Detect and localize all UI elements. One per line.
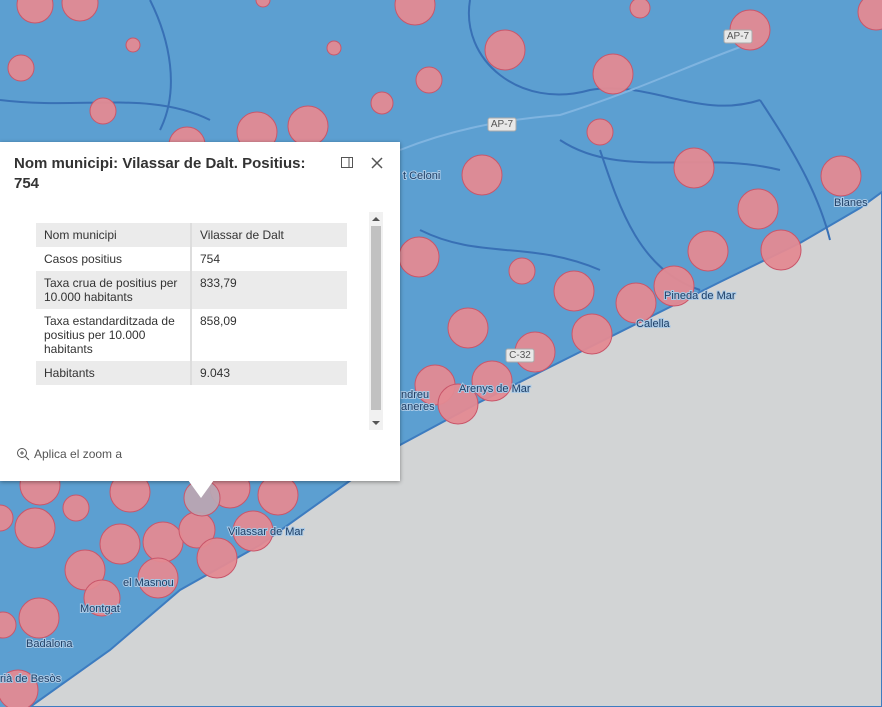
case-circle[interactable] bbox=[61, 0, 99, 22]
field-value: 858,09 bbox=[200, 314, 237, 328]
case-circle[interactable] bbox=[673, 147, 715, 189]
place-label: Vilassar de Mar bbox=[228, 526, 305, 538]
case-circle[interactable] bbox=[586, 118, 614, 146]
case-circle[interactable] bbox=[760, 229, 802, 271]
highway bbox=[399, 39, 761, 151]
field-name: Taxa crua de positius per 10.000 habitan… bbox=[36, 271, 192, 309]
popup-pointer bbox=[188, 480, 214, 498]
case-circle[interactable] bbox=[370, 91, 394, 115]
field-name: Habitants bbox=[36, 361, 192, 385]
case-circle[interactable] bbox=[394, 0, 436, 26]
case-circle[interactable] bbox=[18, 597, 60, 639]
case-circle[interactable] bbox=[0, 504, 14, 532]
place-label: Montgat bbox=[80, 603, 120, 615]
case-circle[interactable] bbox=[7, 54, 35, 82]
field-name: Nom municipi bbox=[36, 223, 192, 247]
case-circle[interactable] bbox=[571, 313, 613, 355]
case-circle[interactable] bbox=[62, 494, 90, 522]
road-shield bbox=[723, 29, 753, 44]
case-circle[interactable] bbox=[255, 0, 271, 8]
case-circle[interactable] bbox=[14, 507, 56, 549]
case-circle[interactable] bbox=[737, 188, 779, 230]
case-circle[interactable] bbox=[196, 537, 238, 579]
road-shield bbox=[505, 348, 535, 363]
zoom-action[interactable]: Aplica el zoom a bbox=[16, 447, 122, 461]
case-circle[interactable] bbox=[484, 29, 526, 71]
scrollbar[interactable] bbox=[369, 212, 383, 430]
case-circle[interactable] bbox=[820, 155, 862, 197]
popup-title: Nom municipi: Vilassar de Dalt. Positius… bbox=[14, 155, 306, 192]
field-name: Casos positius bbox=[36, 247, 192, 271]
case-circle[interactable] bbox=[142, 521, 184, 563]
field-value: Vilassar de Dalt bbox=[200, 228, 284, 242]
road-shield bbox=[487, 117, 517, 132]
case-circle[interactable] bbox=[461, 154, 503, 196]
popup: Nom municipi: Vilassar de Dalt. Positius… bbox=[0, 142, 400, 498]
case-circle[interactable] bbox=[64, 549, 106, 591]
field-value: 833,79 bbox=[200, 276, 237, 290]
case-circle[interactable] bbox=[687, 230, 729, 272]
case-circle[interactable] bbox=[99, 523, 141, 565]
case-circle[interactable] bbox=[508, 257, 536, 285]
place-label: rià de Besòs bbox=[0, 673, 62, 685]
case-circle[interactable] bbox=[16, 0, 54, 24]
case-circle[interactable] bbox=[447, 307, 489, 349]
case-circle[interactable] bbox=[257, 474, 299, 516]
field-name: Taxa estandarditzada de positius per 10.… bbox=[36, 309, 192, 361]
case-circle[interactable] bbox=[137, 557, 179, 599]
case-circle[interactable] bbox=[89, 97, 117, 125]
place-label: Arenys de Mar bbox=[459, 383, 531, 395]
place-label: Pineda de Mar bbox=[664, 290, 736, 302]
case-circle[interactable] bbox=[437, 383, 479, 425]
field-value: 754 bbox=[200, 252, 221, 266]
popup-controls[interactable] bbox=[340, 156, 390, 172]
case-circle[interactable] bbox=[857, 0, 882, 31]
case-circle[interactable] bbox=[415, 66, 443, 94]
place-label: ndreu bbox=[401, 389, 429, 401]
case-circle[interactable] bbox=[398, 236, 440, 278]
place-label: Badalona bbox=[26, 638, 73, 650]
case-circle[interactable] bbox=[553, 270, 595, 312]
zoom-label[interactable]: Aplica el zoom a bbox=[34, 447, 123, 461]
case-circle[interactable] bbox=[83, 579, 121, 617]
case-circle[interactable] bbox=[0, 669, 39, 707]
case-circle[interactable] bbox=[232, 510, 274, 552]
place-label: Calella bbox=[636, 318, 671, 330]
case-circle[interactable] bbox=[592, 53, 634, 95]
place-label: Blanes bbox=[834, 197, 868, 209]
field-value: 9.043 bbox=[200, 366, 231, 380]
attribute-table: Nom municipi Vilassar de Dalt Casos positi… bbox=[36, 223, 347, 385]
road-label: AP-7 bbox=[491, 119, 514, 130]
dock-button[interactable] bbox=[341, 157, 353, 168]
case-circle[interactable] bbox=[0, 611, 17, 639]
case-circle[interactable] bbox=[287, 105, 329, 147]
table-row: Taxa estandarditzada de positius per 10.… bbox=[36, 309, 347, 361]
road-label: C-32 bbox=[509, 350, 531, 361]
table-row: Nom municipi Vilassar de Dalt bbox=[36, 223, 347, 247]
case-circle[interactable] bbox=[326, 40, 342, 56]
case-circle[interactable] bbox=[125, 37, 141, 53]
place-label: aneres bbox=[401, 401, 435, 413]
place-label: el Masnou bbox=[123, 577, 174, 589]
table-row: Casos positius 754 bbox=[36, 247, 347, 271]
case-circle[interactable] bbox=[629, 0, 651, 19]
case-circle[interactable] bbox=[471, 360, 513, 402]
road-label: AP-7 bbox=[727, 31, 750, 42]
table-row: Taxa crua de positius per 10.000 habitan… bbox=[36, 271, 347, 309]
place-label: t Celoni bbox=[403, 170, 440, 182]
table-row: Habitants 9.043 bbox=[36, 361, 347, 385]
case-circle[interactable] bbox=[615, 282, 657, 324]
case-circle[interactable] bbox=[653, 265, 695, 307]
close-button[interactable] bbox=[371, 157, 383, 169]
